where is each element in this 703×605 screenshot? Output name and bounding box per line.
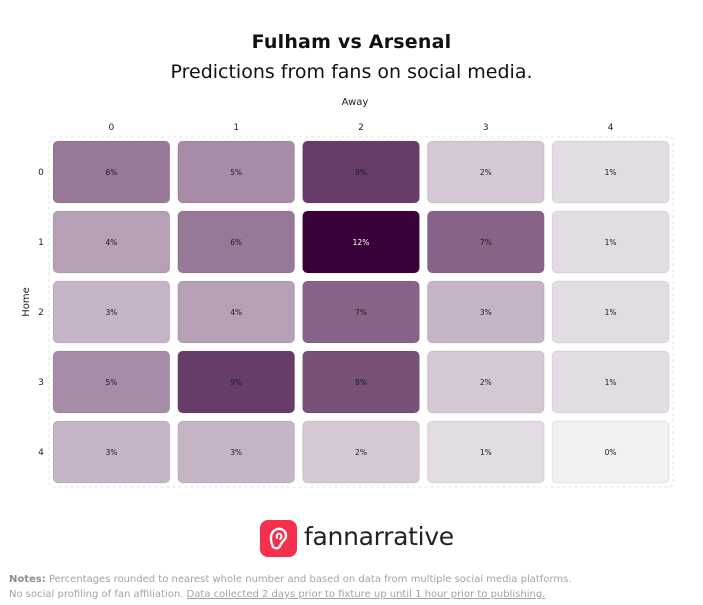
x-tick-label: 2 — [358, 123, 364, 133]
heatmap-cell[interactable] — [551, 280, 670, 344]
x-axis-title: Away — [341, 97, 369, 108]
heatmap-cell[interactable] — [177, 280, 296, 344]
cell-value-label: 9% — [230, 378, 242, 387]
cell-value-label: 3% — [230, 448, 242, 457]
notes-text-2: No social profiling of fan affiliation. — [9, 589, 187, 600]
heatmap-cell[interactable] — [551, 350, 670, 414]
heatmap-cell[interactable] — [52, 420, 171, 484]
data-collection-link[interactable]: Data collected 2 days prior to fixture u… — [186, 589, 546, 600]
cell-value-label: 3% — [105, 448, 117, 457]
cell-value-label: 7% — [480, 238, 492, 247]
x-tick-label: 1 — [233, 123, 239, 133]
heatmap-cell[interactable] — [52, 210, 171, 274]
chart-title: Fulham vs Arsenal — [251, 31, 452, 53]
cell-value-label: 1% — [480, 448, 492, 457]
heatmap-cell[interactable] — [302, 350, 420, 414]
cell-value-label: 12% — [353, 238, 370, 247]
heatmap-cell[interactable] — [426, 140, 545, 204]
cell-value-label: 3% — [105, 308, 117, 317]
heatmap-cell[interactable] — [551, 140, 670, 204]
cell-value-label: 4% — [230, 308, 242, 317]
heatmap-cell[interactable] — [177, 350, 296, 414]
brand-logo: fannarrative — [258, 518, 478, 558]
heatmap-cell[interactable] — [52, 350, 171, 414]
cell-value-label: 0% — [605, 448, 617, 457]
cell-value-label: 1% — [605, 238, 617, 247]
cell-value-label: 5% — [230, 168, 242, 177]
heatmap-cell[interactable] — [52, 280, 171, 344]
y-axis-title: Home — [21, 287, 32, 317]
cell-value-label: 8% — [355, 378, 367, 387]
heatmap-frame — [48, 136, 674, 488]
heatmap-cell[interactable] — [52, 140, 171, 204]
x-tick-label: 4 — [608, 123, 614, 133]
heatmap-cell[interactable] — [426, 210, 545, 274]
cell-value-label: 1% — [605, 308, 617, 317]
cell-value-label: 3% — [480, 308, 492, 317]
cell-value-label: 2% — [480, 168, 492, 177]
cell-value-label: 6% — [230, 238, 242, 247]
heatmap-cell[interactable] — [302, 280, 420, 344]
x-tick-label: 3 — [483, 123, 489, 133]
cell-value-label: 1% — [605, 378, 617, 387]
heatmap-cell[interactable] — [551, 210, 670, 274]
brand-name: fannarrative — [304, 522, 454, 551]
heatmap-cell[interactable] — [426, 420, 545, 484]
y-tick-label: 2 — [38, 308, 44, 318]
footnotes: Notes: Percentages rounded to nearest wh… — [9, 572, 699, 602]
heatmap-chart: 0 1 2 3 4 0 1 2 3 4 6% 5% 9% 2% 1% 4% 6% 12% 7% 1% 3% 4% 7% 3% 1… — [38, 123, 674, 488]
x-tick-label: 0 — [109, 123, 115, 133]
heatmap-cell[interactable] — [177, 420, 296, 484]
heatmap-cell[interactable] — [302, 140, 420, 204]
y-tick-label: 4 — [38, 448, 44, 458]
heatmap-cell[interactable] — [302, 210, 420, 274]
heatmap-cell[interactable] — [302, 420, 420, 484]
chart-subtitle: Predictions from fans on social media. — [170, 61, 533, 83]
y-tick-label: 0 — [38, 168, 44, 178]
cell-value-label: 4% — [105, 238, 117, 247]
heatmap-cell[interactable] — [551, 420, 670, 484]
notes-text: Percentages rounded to nearest whole num… — [45, 574, 572, 585]
y-tick-label: 3 — [38, 378, 44, 388]
heatmap-cell[interactable] — [426, 350, 545, 414]
heatmap-cell[interactable] — [426, 280, 545, 344]
cell-value-label: 7% — [355, 308, 367, 317]
cell-value-label: 6% — [105, 168, 117, 177]
cell-value-label: 2% — [355, 448, 367, 457]
ear-icon — [260, 520, 297, 557]
cell-value-label: 5% — [105, 378, 117, 387]
cell-value-label: 1% — [605, 168, 617, 177]
notes-label: Notes: — [9, 574, 46, 585]
heatmap-cell[interactable] — [177, 210, 296, 274]
y-tick-label: 1 — [38, 238, 44, 248]
heatmap-cell[interactable] — [177, 140, 296, 204]
cell-value-label: 9% — [355, 168, 367, 177]
cell-value-label: 2% — [480, 378, 492, 387]
